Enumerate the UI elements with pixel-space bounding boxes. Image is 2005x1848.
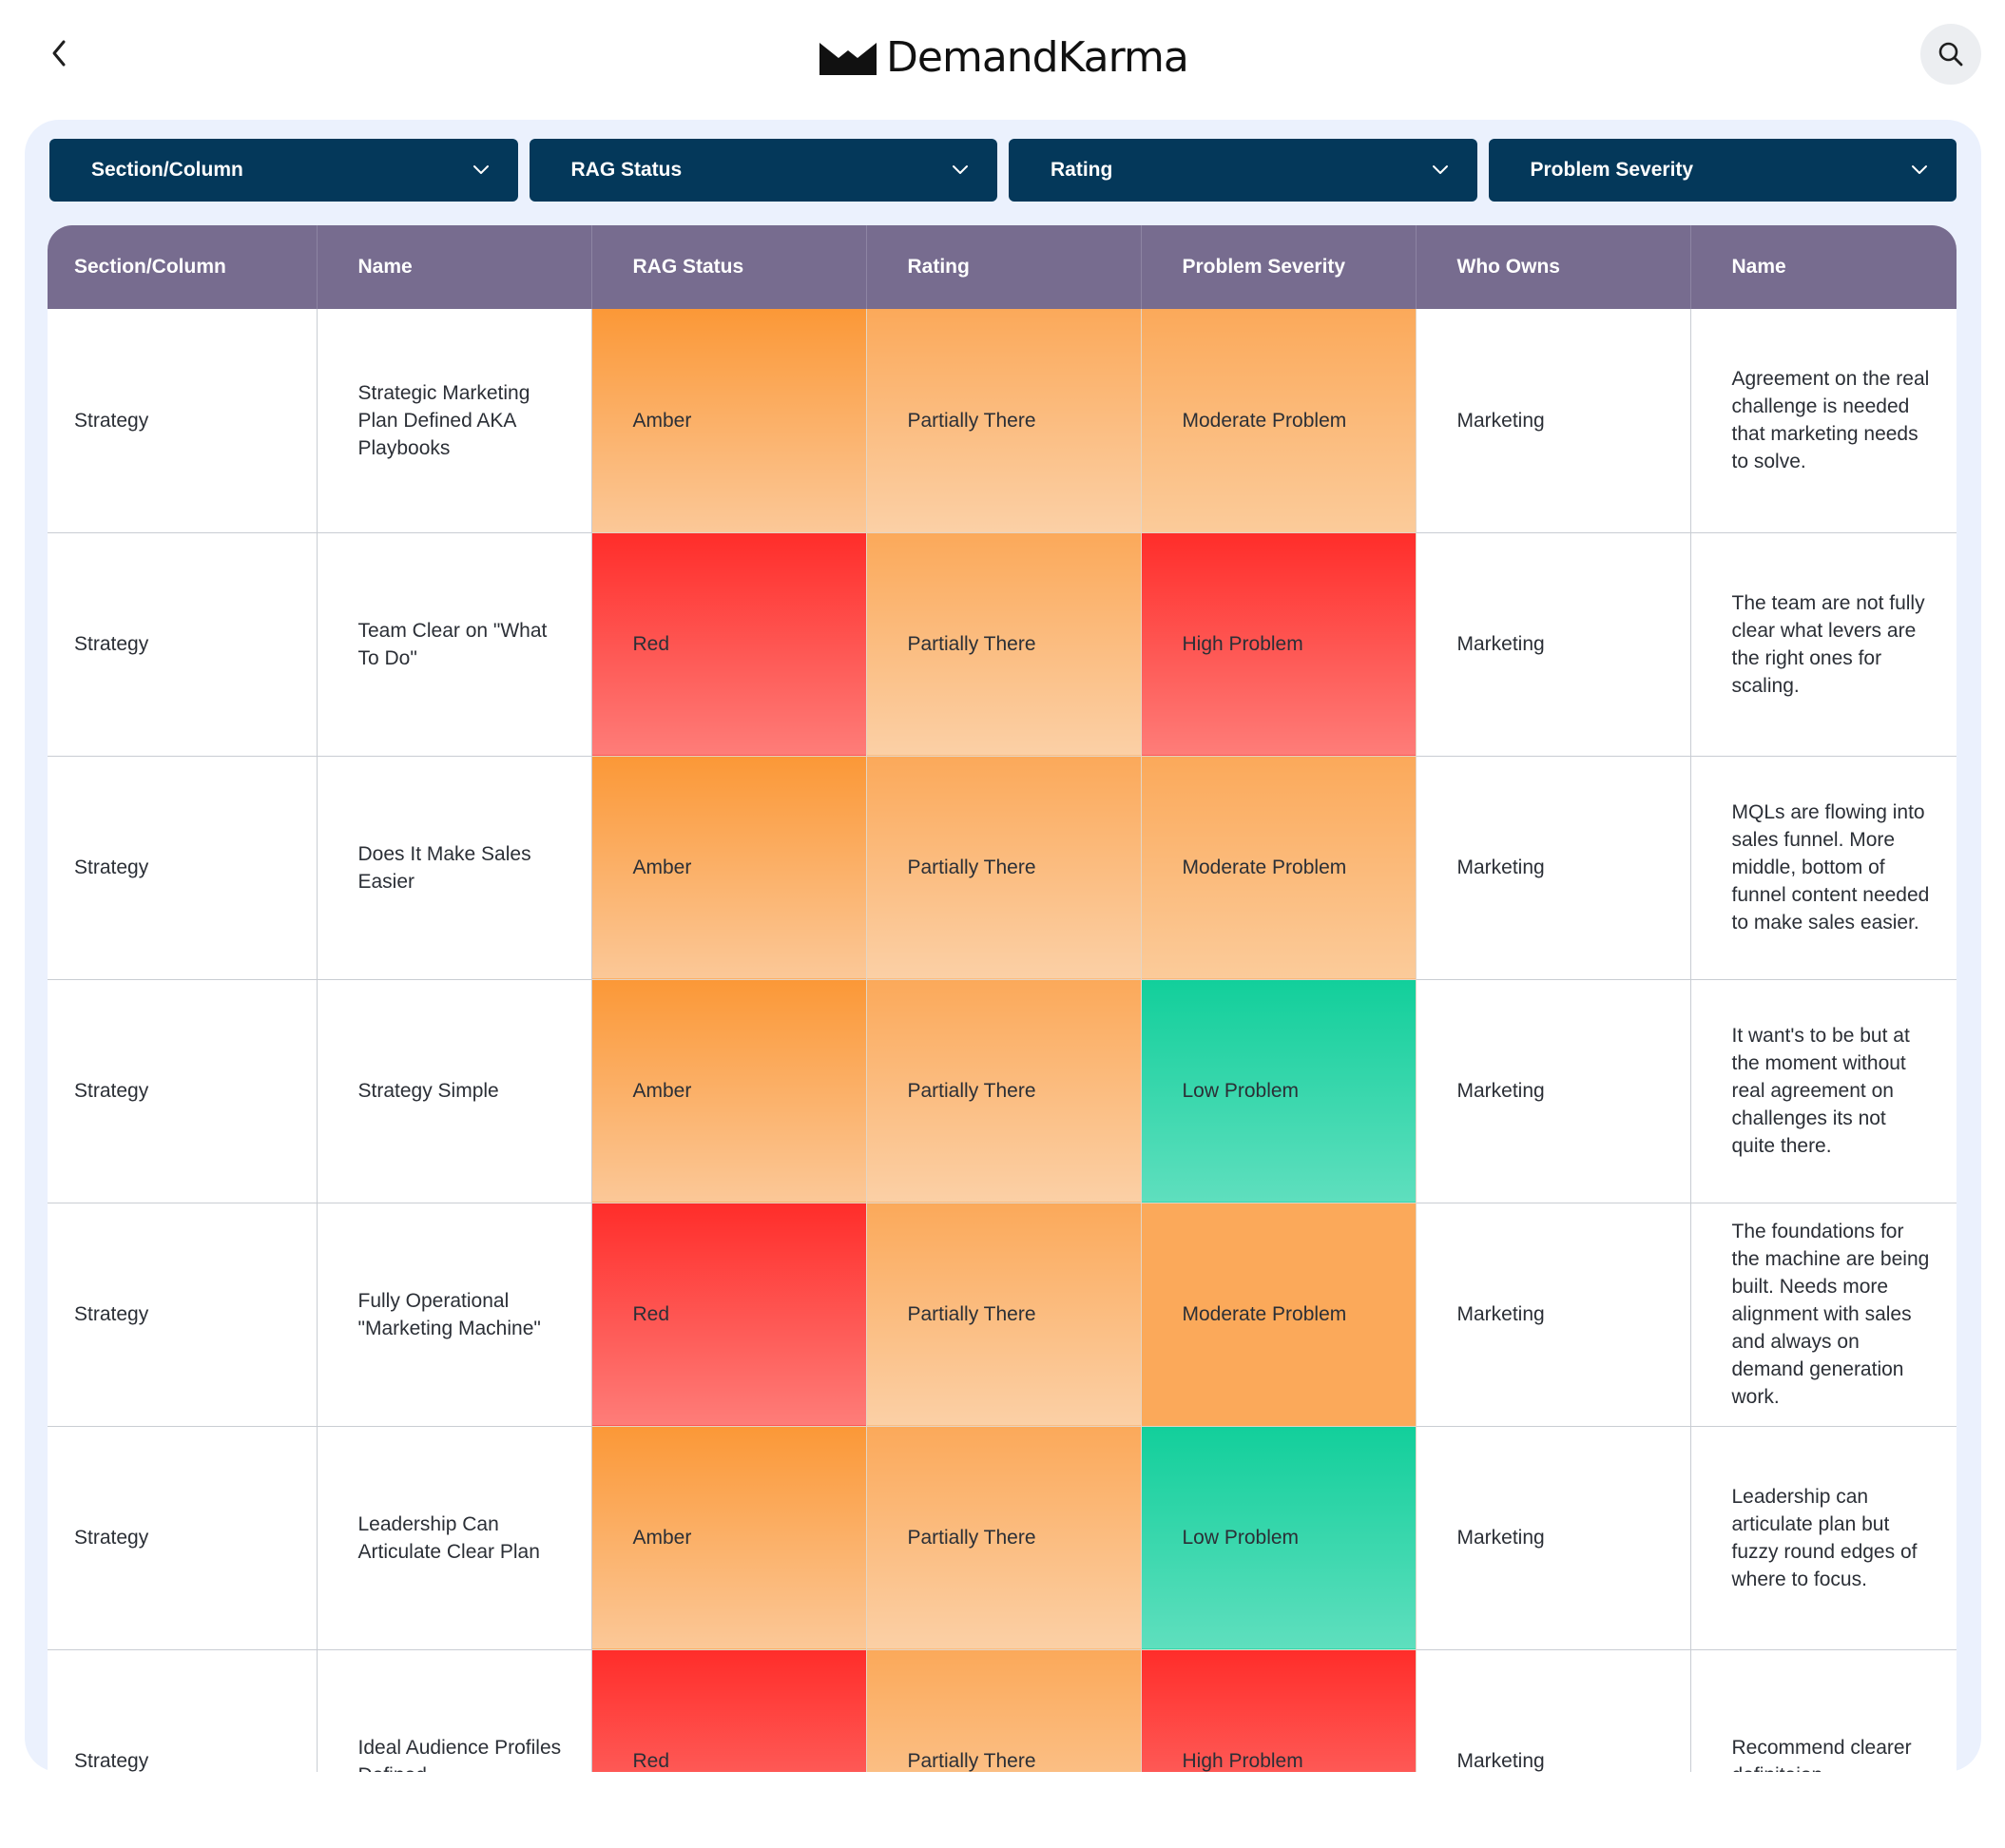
section-cell: Strategy <box>48 1649 318 1772</box>
rag-status-cell: Red <box>591 532 867 757</box>
logo-text: DemandKarma <box>886 32 1189 82</box>
owner-cell: Marketing <box>1416 1426 1691 1650</box>
filter-section-column[interactable]: Section/Column <box>49 139 518 202</box>
column-header[interactable]: Section/Column <box>48 225 318 309</box>
severity-cell: High Problem <box>1141 1649 1417 1772</box>
chevron-left-icon <box>52 40 66 67</box>
filter-bar: Section/Column RAG Status Rating Problem… <box>49 139 1957 202</box>
severity-cell: Low Problem <box>1141 1426 1417 1650</box>
table-header-row: Section/Column Name RAG Status Rating Pr… <box>48 225 1957 309</box>
name-cell: Does It Make Sales Easier <box>317 756 592 980</box>
column-header[interactable]: RAG Status <box>591 225 867 309</box>
chevron-down-icon <box>1912 165 1927 174</box>
filter-label: Section/Column <box>91 159 243 181</box>
rating-cell: Partially There <box>866 1426 1142 1650</box>
rag-status-cell: Amber <box>591 979 867 1203</box>
rating-cell: Partially There <box>866 979 1142 1203</box>
name-cell: Strategy Simple <box>317 979 592 1203</box>
section-cell: Strategy <box>48 1426 318 1650</box>
notes-cell: It want's to be but at the moment withou… <box>1690 979 1957 1203</box>
rag-status-cell: Amber <box>591 1426 867 1650</box>
owner-cell: Marketing <box>1416 1203 1691 1427</box>
table-row[interactable]: Strategy Strategy Simple Amber Partially… <box>48 979 1957 1203</box>
owner-cell: Marketing <box>1416 756 1691 980</box>
notes-cell: Leadership can articulate plan but fuzzy… <box>1690 1426 1957 1650</box>
table-row[interactable]: Strategy Leadership Can Articulate Clear… <box>48 1426 1957 1650</box>
filter-rag-status[interactable]: RAG Status <box>529 139 997 202</box>
notes-cell: The foundations for the machine are bein… <box>1690 1203 1957 1427</box>
section-cell: Strategy <box>48 756 318 980</box>
assessment-table: Section/Column Name RAG Status Rating Pr… <box>48 225 1957 1772</box>
section-cell: Strategy <box>48 979 318 1203</box>
name-cell: Strategic Marketing Plan Defined AKA Pla… <box>317 309 592 533</box>
name-cell: Ideal Audience Profiles Defined <box>317 1649 592 1772</box>
filter-label: Rating <box>1051 159 1113 181</box>
back-button[interactable] <box>42 34 76 72</box>
severity-cell: Low Problem <box>1141 979 1417 1203</box>
notes-cell: The team are not fully clear what levers… <box>1690 532 1957 757</box>
table-row[interactable]: Strategy Does It Make Sales Easier Amber… <box>48 756 1957 980</box>
column-header[interactable]: Who Owns <box>1416 225 1691 309</box>
name-cell: Leadership Can Articulate Clear Plan <box>317 1426 592 1650</box>
owner-cell: Marketing <box>1416 1649 1691 1772</box>
section-cell: Strategy <box>48 532 318 757</box>
rag-status-cell: Red <box>591 1649 867 1772</box>
severity-cell: Moderate Problem <box>1141 1203 1417 1427</box>
assessment-table-container[interactable]: Section/Column Name RAG Status Rating Pr… <box>48 225 1957 1772</box>
rating-cell: Partially There <box>866 756 1142 980</box>
rag-status-cell: Amber <box>591 309 867 533</box>
column-header[interactable]: Rating <box>866 225 1142 309</box>
section-cell: Strategy <box>48 1203 318 1427</box>
owner-cell: Marketing <box>1416 979 1691 1203</box>
filter-rating[interactable]: Rating <box>1009 139 1477 202</box>
table-row[interactable]: Strategy Strategic Marketing Plan Define… <box>48 309 1957 533</box>
table-row[interactable]: Strategy Ideal Audience Profiles Defined… <box>48 1649 1957 1772</box>
column-header[interactable]: Name <box>1690 225 1957 309</box>
search-icon <box>1938 42 1963 67</box>
rating-cell: Partially There <box>866 532 1142 757</box>
owner-cell: Marketing <box>1416 309 1691 533</box>
severity-cell: Moderate Problem <box>1141 309 1417 533</box>
column-header[interactable]: Problem Severity <box>1141 225 1417 309</box>
owner-cell: Marketing <box>1416 532 1691 757</box>
table-row[interactable]: Strategy Team Clear on "What To Do" Red … <box>48 532 1957 757</box>
rag-status-cell: Amber <box>591 756 867 980</box>
severity-cell: High Problem <box>1141 532 1417 757</box>
chevron-down-icon <box>1432 165 1448 174</box>
table-row[interactable]: Strategy Fully Operational "Marketing Ma… <box>48 1203 1957 1427</box>
chevron-down-icon <box>472 165 489 174</box>
app-header: DemandKarma <box>0 0 2005 112</box>
rating-cell: Partially There <box>866 309 1142 533</box>
chevron-down-icon <box>953 165 968 174</box>
logo: DemandKarma <box>819 29 1189 86</box>
logo-envelope-icon <box>819 43 877 75</box>
filter-label: RAG Status <box>570 159 683 181</box>
severity-cell: Moderate Problem <box>1141 756 1417 980</box>
filter-problem-severity[interactable]: Problem Severity <box>1488 139 1957 202</box>
notes-cell: MQLs are flowing into sales funnel. More… <box>1690 756 1957 980</box>
column-header[interactable]: Name <box>317 225 592 309</box>
notes-cell: Agreement on the real challenge is neede… <box>1690 309 1957 533</box>
name-cell: Team Clear on "What To Do" <box>317 532 592 757</box>
filter-label: Problem Severity <box>1530 159 1694 181</box>
rating-cell: Partially There <box>866 1649 1142 1772</box>
search-button[interactable] <box>1920 24 1981 85</box>
rag-status-cell: Red <box>591 1203 867 1427</box>
rating-cell: Partially There <box>866 1203 1142 1427</box>
notes-cell: Recommend clearer definitaion <box>1690 1649 1957 1772</box>
name-cell: Fully Operational "Marketing Machine" <box>317 1203 592 1427</box>
section-cell: Strategy <box>48 309 318 533</box>
